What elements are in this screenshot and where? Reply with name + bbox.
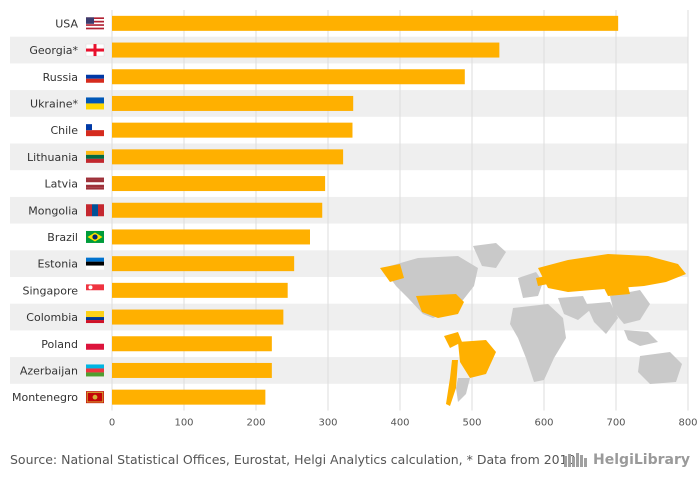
flag-icon <box>86 70 104 83</box>
map-mongolia <box>604 286 630 296</box>
map-africa <box>510 304 566 382</box>
x-tick-labels: 0 100 200 300 400 500 600 700 800 <box>109 418 698 429</box>
flags <box>85 17 105 404</box>
brand-logo: HelgiLibrary <box>563 452 690 468</box>
map-greenland <box>473 243 506 268</box>
bar <box>112 149 344 165</box>
flag-icon <box>86 391 104 404</box>
map-alaska <box>380 264 404 282</box>
flag-icon <box>86 97 104 110</box>
category-label: Mongolia <box>28 204 78 217</box>
map-southeast-asia <box>624 330 658 346</box>
bars <box>112 15 619 405</box>
bar <box>112 282 288 298</box>
category-label: Brazil <box>47 231 78 244</box>
flag-icon <box>86 284 104 297</box>
category-label: USA <box>55 17 78 30</box>
map-middle-east <box>558 296 590 320</box>
flag-icon <box>86 17 104 30</box>
x-tick-label: 400 <box>390 418 409 429</box>
bookshelf-icon <box>564 453 588 467</box>
x-tick-label: 700 <box>606 418 625 429</box>
bar <box>112 362 272 378</box>
category-label: Georgia* <box>29 44 78 57</box>
category-label: Montenegro <box>12 391 78 404</box>
map-baltics <box>536 276 548 286</box>
bar <box>112 69 465 85</box>
bar <box>112 336 272 352</box>
bar <box>112 229 310 245</box>
map-australia <box>638 352 682 384</box>
bar <box>112 122 353 138</box>
map-russia <box>538 254 686 292</box>
category-label: Singapore <box>23 284 79 297</box>
category-labels: USA Georgia* Russia Ukraine* Chile Lithuania L… <box>12 17 79 404</box>
map-south-asia <box>586 302 618 334</box>
map-chile <box>446 360 458 406</box>
map-usa <box>416 294 464 318</box>
x-tick-label: 0 <box>109 418 115 429</box>
category-label: Lithuania <box>27 151 78 164</box>
bar <box>112 309 284 325</box>
bar <box>112 42 500 58</box>
flag-icon <box>85 43 105 57</box>
flag-icon <box>86 204 104 217</box>
brand-name: HelgiLibrary <box>593 452 690 468</box>
map-south-america-rest <box>456 378 470 402</box>
x-tick-label: 600 <box>534 418 553 429</box>
x-tick-label: 800 <box>678 418 697 429</box>
flag-icon <box>86 230 104 243</box>
category-label: Colombia <box>26 311 78 324</box>
x-tick-label: 300 <box>318 418 337 429</box>
x-tick-label: 500 <box>462 418 481 429</box>
source-note: Source: National Statistical Offices, Eu… <box>10 452 576 467</box>
flag-icon <box>86 177 104 190</box>
flag-icon <box>86 337 104 350</box>
category-label: Ukraine* <box>30 97 78 110</box>
map-brazil <box>458 340 496 378</box>
category-label: Azerbaijan <box>20 364 78 377</box>
map-east-asia <box>610 290 650 324</box>
bar <box>112 95 354 111</box>
flag-icon <box>86 311 104 324</box>
map-colombia <box>444 332 462 348</box>
flag-icon <box>86 364 104 377</box>
category-label: Chile <box>50 124 78 137</box>
flag-icon <box>86 257 104 270</box>
world-map <box>380 243 686 406</box>
category-label: Estonia <box>38 258 79 271</box>
category-label: Russia <box>43 71 78 84</box>
category-label: Poland <box>41 338 78 351</box>
x-tick-label: 200 <box>246 418 265 429</box>
bar <box>112 202 323 218</box>
bar <box>112 15 619 31</box>
category-label: Latvia <box>45 178 79 191</box>
flag-icon <box>86 150 104 163</box>
x-tick-label: 100 <box>174 418 193 429</box>
bar <box>112 256 295 272</box>
flag-icon <box>86 124 104 137</box>
bar <box>112 389 266 405</box>
bar <box>112 176 326 192</box>
